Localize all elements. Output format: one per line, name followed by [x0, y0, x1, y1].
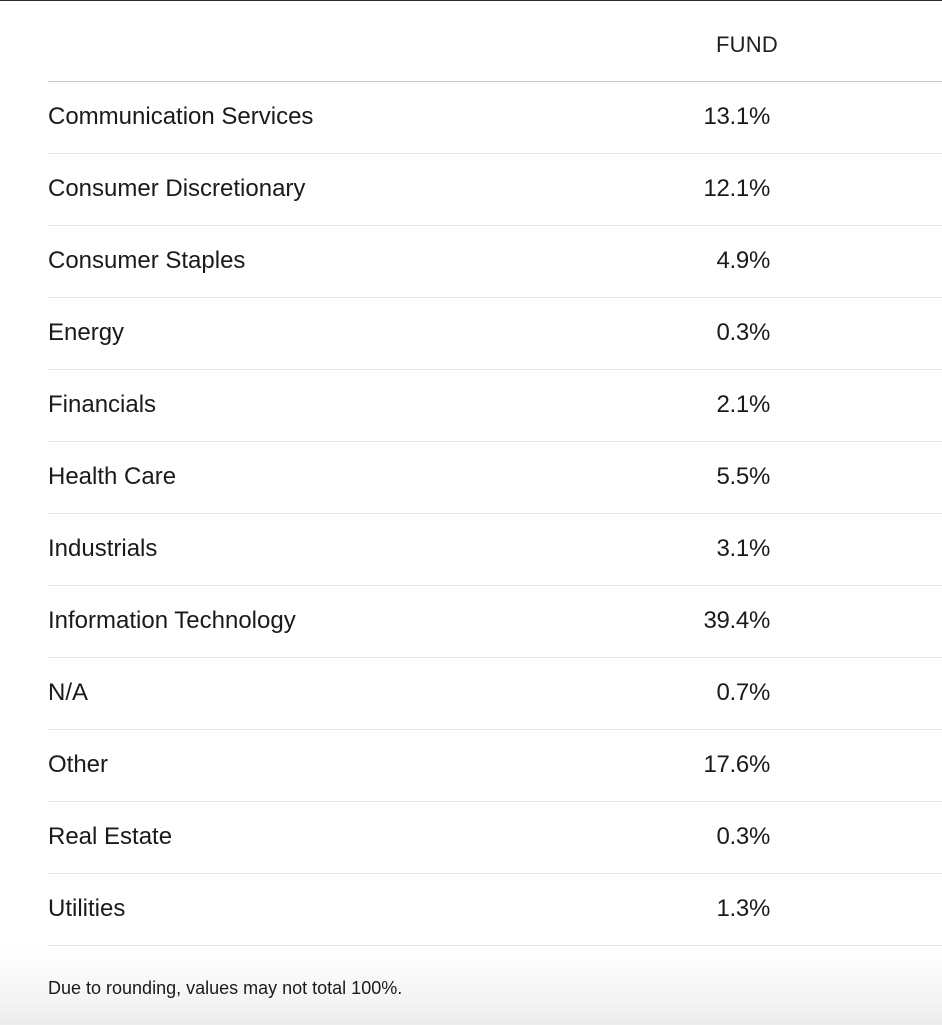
sector-label: Energy: [48, 319, 125, 346]
sector-value: 39.4%: [703, 607, 770, 634]
table-footer: Due to rounding, values may not total 10…: [0, 947, 942, 1025]
table-row: Consumer Discretionary 12.1%: [48, 154, 942, 226]
table-row: Communication Services 13.1%: [48, 82, 942, 154]
table-row: Financials 2.1%: [48, 370, 942, 442]
sector-value: 4.9%: [716, 247, 770, 274]
sector-value: 1.3%: [716, 895, 770, 922]
table-body: Communication Services 13.1% Consumer Di…: [48, 82, 942, 946]
sector-label: Health Care: [48, 463, 177, 490]
table-header: FUND: [48, 1, 942, 82]
sector-value: 17.6%: [703, 751, 770, 778]
sector-allocation-table: FUND Communication Services 13.1% Consum…: [48, 1, 942, 946]
sector-label: N/A: [48, 679, 89, 706]
sector-label: Utilities: [48, 895, 126, 922]
table-row: Utilities 1.3%: [48, 874, 942, 946]
sector-value: 2.1%: [716, 391, 770, 418]
table-row: Energy 0.3%: [48, 298, 942, 370]
table-row: Real Estate 0.3%: [48, 802, 942, 874]
sector-value: 0.3%: [716, 319, 770, 346]
table-row: Consumer Staples 4.9%: [48, 226, 942, 298]
table-row: Health Care 5.5%: [48, 442, 942, 514]
sector-label: Industrials: [48, 535, 158, 562]
table-row: Other 17.6%: [48, 730, 942, 802]
sector-value: 5.5%: [716, 463, 770, 490]
sector-label: Consumer Staples: [48, 247, 246, 274]
table-row: N/A 0.7%: [48, 658, 942, 730]
sector-label: Real Estate: [48, 823, 173, 850]
sector-label: Consumer Discretionary: [48, 175, 306, 202]
sector-value: 0.3%: [716, 823, 770, 850]
fund-column-header: FUND: [716, 32, 778, 57]
rounding-footnote: Due to rounding, values may not total 10…: [48, 978, 403, 998]
sector-label: Other: [48, 751, 109, 778]
table-row: Industrials 3.1%: [48, 514, 942, 586]
sector-label: Communication Services: [48, 103, 314, 130]
sector-value: 12.1%: [703, 175, 770, 202]
sector-label: Financials: [48, 391, 157, 418]
sector-value: 0.7%: [716, 679, 770, 706]
table-row: Information Technology 39.4%: [48, 586, 942, 658]
sector-label: Information Technology: [48, 607, 296, 634]
sector-value: 13.1%: [703, 103, 770, 130]
sector-value: 3.1%: [716, 535, 770, 562]
